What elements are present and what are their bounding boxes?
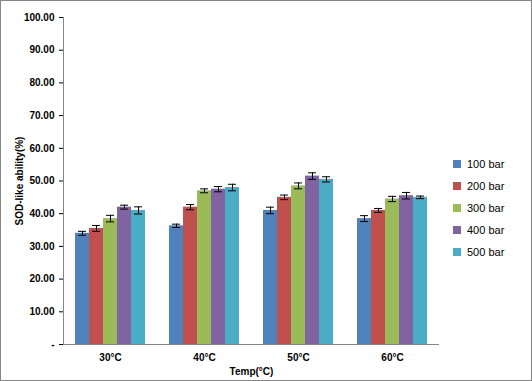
- html-text:100 bar: 100 bar: [467, 158, 505, 170]
- html-text:200 bar: 200 bar: [467, 180, 505, 192]
- svg-text:100.00: 100.00: [24, 12, 55, 23]
- svg-text:30°C: 30°C: [99, 352, 121, 363]
- svg-text:80.00: 80.00: [29, 77, 54, 88]
- svg-text:50.00: 50.00: [29, 175, 54, 186]
- svg-text:70.00: 70.00: [29, 110, 54, 121]
- html-text:400 bar: 400 bar: [467, 224, 505, 236]
- svg-text:20.00: 20.00: [29, 273, 54, 284]
- svg-text:90.00: 90.00: [29, 44, 54, 55]
- svg-text:60°C: 60°C: [381, 352, 403, 363]
- svg-text:10.00: 10.00: [29, 306, 54, 317]
- svg-text:60.00: 60.00: [29, 143, 54, 154]
- svg-text:SOD-like ability(%): SOD-like ability(%): [14, 137, 25, 226]
- svg-text:40°C: 40°C: [193, 352, 215, 363]
- svg-text:Temp(°C): Temp(°C): [230, 366, 274, 377]
- svg-text:30.00: 30.00: [29, 241, 54, 252]
- html-text:500 bar: 500 bar: [467, 246, 505, 258]
- svg-text:40.00: 40.00: [29, 208, 54, 219]
- svg-text:50°C: 50°C: [287, 352, 309, 363]
- html-text:300 bar: 300 bar: [467, 202, 505, 214]
- svg-text:-: -: [51, 339, 54, 350]
